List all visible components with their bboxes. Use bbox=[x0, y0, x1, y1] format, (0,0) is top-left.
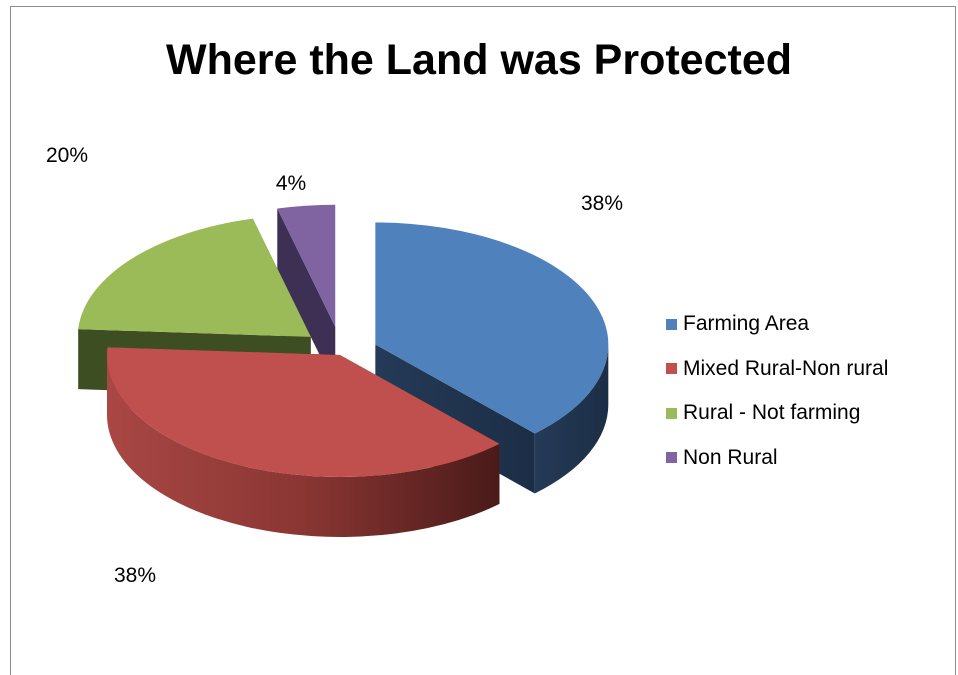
data-label-2: 20% bbox=[46, 144, 88, 167]
legend-swatch-0 bbox=[666, 318, 677, 330]
data-label-0: 38% bbox=[581, 192, 623, 215]
legend-item-0: Farming Area bbox=[666, 302, 888, 347]
legend-label-1: Mixed Rural-Non rural bbox=[683, 356, 889, 380]
legend-swatch-3 bbox=[666, 452, 677, 464]
data-label-3: 4% bbox=[276, 172, 306, 195]
legend-label-3: Non Rural bbox=[683, 445, 778, 469]
pie-slice-3 bbox=[277, 204, 336, 387]
legend-label-0: Farming Area bbox=[683, 312, 810, 336]
chart-title: Where the Land was Protected bbox=[165, 36, 793, 84]
legend: Farming Area Mixed Rural-Non rural Rural -… bbox=[666, 302, 888, 480]
pie-slice-top-0 bbox=[375, 222, 609, 434]
pie-slice-top-1 bbox=[106, 347, 500, 477]
data-label-1: 38% bbox=[114, 564, 156, 587]
pie-slice-top-3 bbox=[277, 204, 336, 327]
legend-label-2: Rural - Not farming bbox=[683, 401, 861, 425]
legend-item-3: Non Rural bbox=[666, 436, 888, 481]
legend-swatch-2 bbox=[666, 407, 677, 419]
pie-slice-rim-1-0 bbox=[107, 355, 500, 537]
pie-slice-wall-3-0 bbox=[277, 208, 336, 387]
pie-slice-top-2 bbox=[78, 218, 311, 337]
legend-item-1: Mixed Rural-Non rural bbox=[666, 347, 888, 392]
legend-swatch-1 bbox=[666, 363, 677, 375]
legend-item-2: Rural - Not farming bbox=[666, 391, 888, 436]
pie-slice-rim-0-0 bbox=[534, 344, 609, 494]
pie-slice-1 bbox=[106, 347, 500, 537]
